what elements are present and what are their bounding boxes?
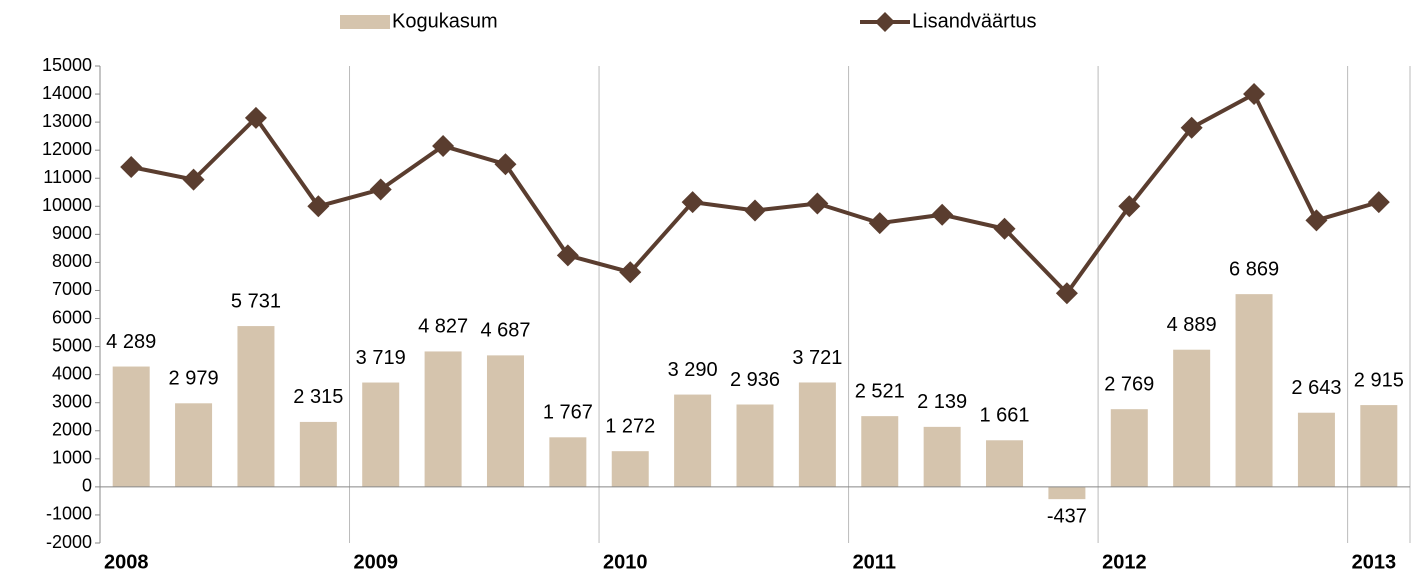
marker	[1118, 195, 1141, 218]
bar	[1173, 349, 1211, 487]
data-label: 2 315	[293, 386, 343, 408]
bar	[611, 451, 649, 487]
data-label: 4 687	[480, 320, 530, 342]
y-tick-label: 2000	[52, 420, 92, 440]
data-label: 1 767	[543, 402, 593, 424]
y-tick-label: 15000	[42, 55, 92, 75]
bar	[362, 382, 400, 487]
bar	[736, 404, 774, 487]
legend-label: Kogukasum	[392, 10, 498, 32]
bar	[299, 421, 337, 487]
data-label: 3 719	[356, 347, 406, 369]
marker	[494, 153, 517, 176]
marker	[1055, 282, 1078, 305]
data-label: 1 272	[605, 415, 655, 437]
bar	[486, 355, 524, 487]
x-tick-label: 2012	[1102, 551, 1147, 573]
y-tick-label: 6000	[52, 307, 92, 327]
legend-label: Lisandväärtus	[912, 10, 1037, 32]
y-tick-label: 14000	[42, 83, 92, 103]
bar	[798, 382, 836, 487]
bar	[986, 440, 1024, 487]
data-label: -437	[1047, 505, 1087, 527]
bar	[175, 403, 213, 487]
bar	[1360, 405, 1398, 487]
data-label: 5 731	[231, 290, 281, 312]
data-label: 2 915	[1354, 369, 1404, 391]
bar	[549, 437, 587, 487]
data-label: 1 661	[979, 405, 1029, 427]
x-tick-label: 2009	[354, 551, 399, 573]
marker	[1180, 116, 1203, 139]
y-tick-label: 3000	[52, 391, 92, 411]
x-tick-label: 2010	[603, 551, 648, 573]
y-tick-label: 5000	[52, 335, 92, 355]
data-label: 4 827	[418, 316, 468, 338]
bar	[237, 326, 275, 487]
data-label: 3 721	[792, 347, 842, 369]
y-tick-label: 0	[82, 476, 92, 496]
marker	[868, 212, 891, 235]
data-label: 2 769	[1104, 373, 1154, 395]
marker	[556, 244, 579, 267]
y-tick-label: -2000	[46, 532, 92, 552]
marker	[307, 195, 330, 218]
data-label: 2 979	[169, 368, 219, 390]
marker	[432, 134, 455, 157]
y-tick-label: 11000	[43, 167, 92, 187]
bar	[424, 351, 462, 487]
y-tick-label: 1000	[52, 448, 92, 468]
x-tick-label: 2013	[1352, 551, 1397, 573]
marker	[1367, 191, 1390, 214]
data-label: 2 936	[730, 369, 780, 391]
data-label: 2 643	[1291, 377, 1341, 399]
y-tick-label: 10000	[42, 195, 92, 215]
marker	[120, 156, 143, 179]
x-tick-label: 2008	[104, 551, 149, 573]
y-tick-label: 12000	[42, 139, 92, 159]
marker	[681, 191, 704, 214]
data-label: 4 889	[1167, 314, 1217, 336]
marker	[182, 168, 205, 191]
bar	[112, 366, 150, 487]
y-tick-label: 7000	[52, 279, 92, 299]
data-label: 2 139	[917, 391, 967, 413]
data-label: 6 869	[1229, 258, 1279, 280]
bar	[1235, 294, 1273, 487]
legend-swatch	[340, 15, 390, 29]
bar	[674, 394, 712, 487]
y-tick-label: -1000	[46, 504, 92, 524]
bar	[923, 426, 961, 487]
x-tick-label: 2011	[853, 551, 896, 573]
data-label: 2 521	[855, 380, 905, 402]
bar	[861, 416, 899, 487]
data-label: 4 289	[106, 331, 156, 353]
marker	[931, 203, 954, 226]
marker	[1243, 83, 1266, 106]
bar	[1110, 409, 1148, 487]
y-tick-label: 9000	[52, 223, 92, 243]
y-tick-label: 13000	[42, 111, 92, 131]
bar	[1297, 412, 1335, 487]
marker	[744, 199, 766, 222]
marker	[244, 106, 267, 129]
bar	[1048, 486, 1086, 500]
y-tick-label: 4000	[52, 363, 92, 383]
legend-marker	[875, 12, 895, 32]
marker	[993, 217, 1016, 240]
y-tick-label: 8000	[52, 251, 92, 271]
marker	[806, 192, 829, 215]
data-label: 3 290	[668, 359, 718, 381]
marker	[369, 178, 392, 201]
marker	[1305, 209, 1328, 232]
marker	[619, 261, 642, 284]
